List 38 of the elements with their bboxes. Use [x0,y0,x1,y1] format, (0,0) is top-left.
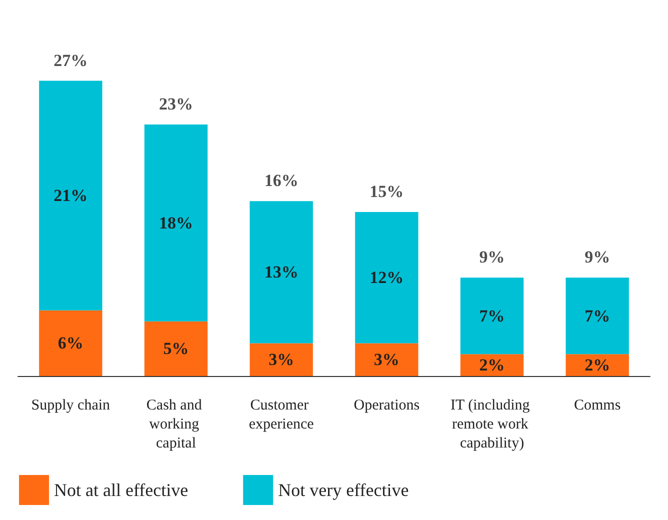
data-label: 5% [163,339,189,358]
bar [355,343,418,376]
bar [460,278,524,354]
total-label: 27% [54,50,88,70]
data-label: 21% [54,186,88,206]
bar [144,321,208,376]
total-label: 16% [264,171,298,190]
data-label: 3% [268,350,294,370]
bar [566,278,629,354]
bar [144,124,208,322]
legend-label: Not at all effective [54,480,188,500]
data-label: 7% [479,306,505,326]
total-label: 15% [370,182,404,201]
data-label: 2% [584,356,610,375]
data-label: 2% [479,356,505,375]
data-label: 7% [584,306,610,326]
x-tick-label: Customer experience [248,398,314,432]
x-tick-label: IT (including remote work capability) [450,398,534,452]
bar [39,310,102,376]
total-label: 23% [159,94,193,114]
data-label: 3% [374,350,400,370]
bar [39,80,102,310]
legend-label: Not very effective [278,480,409,500]
data-label: 13% [264,262,298,282]
data-label: 6% [58,334,84,353]
data-label: 12% [370,268,404,288]
bar [355,212,418,344]
x-tick-label: Operations [354,398,420,414]
total-label: 9% [479,248,505,267]
x-tick-label: Supply chain [31,398,111,414]
bar [566,354,629,376]
bar [250,201,313,344]
bar [460,354,524,376]
total-label: 9% [584,248,610,267]
x-tick-label: Comms [574,398,621,414]
data-label: 18% [159,213,193,232]
bar [250,343,313,376]
x-tick-label: Cash and working capital [146,398,206,452]
